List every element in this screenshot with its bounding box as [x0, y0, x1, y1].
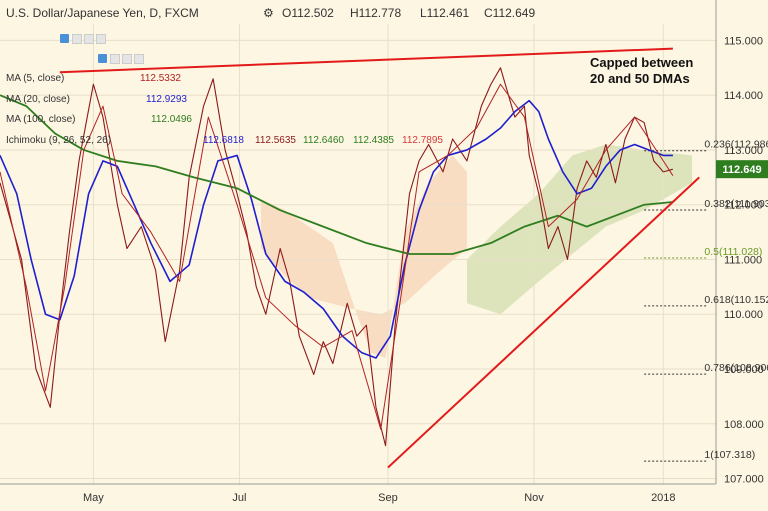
ohlc-close: C112.649 [484, 6, 536, 20]
y-tick-label: 115.000 [724, 35, 763, 47]
ma20-label[interactable]: MA (20, close) [6, 94, 70, 105]
x-tick-label: May [83, 492, 104, 504]
ichimoku-label[interactable]: Ichimoku (9, 26, 52, 26) [6, 135, 112, 146]
ichimoku-v1: 112.6818 [203, 135, 244, 146]
y-tick-label: 108.000 [724, 419, 764, 431]
ichimoku-v5: 112.7895 [402, 135, 443, 146]
y-tick-label: 112.000 [724, 200, 763, 212]
settings-icon[interactable] [72, 34, 82, 44]
annotation-line-2: 20 and 50 DMAs [590, 71, 690, 86]
ichimoku-v2: 112.5635 [255, 135, 296, 146]
y-tick-label: 107.000 [724, 474, 764, 486]
fib-level-label: 0.5(111.028) [704, 246, 762, 258]
ma20-series-line [0, 99, 673, 359]
fib-level-label: 0.382(111.903) [704, 198, 768, 210]
fib-level-label: 0.236(112.986) [704, 139, 768, 151]
ma100-label[interactable]: MA (100, close) [6, 114, 76, 125]
ichimoku-v4: 112.4385 [353, 135, 394, 146]
plot-area [0, 24, 716, 484]
ma100-series-line [0, 94, 673, 255]
price-marker [716, 160, 768, 179]
x-tick-label: Jul [232, 492, 246, 504]
close-icon[interactable] [134, 54, 144, 64]
resistance-trendline [59, 47, 673, 74]
y-tick-label: 109.000 [724, 364, 764, 376]
settings-icon[interactable]: ⚙ [263, 6, 274, 20]
fib-level-label: 1(107.318) [704, 449, 755, 461]
symbol-title: U.S. Dollar/Japanese Yen, D, FXCM [6, 6, 199, 20]
x-tick-label: Nov [524, 492, 544, 504]
price-series-line [0, 67, 674, 447]
y-tick-label: 114.000 [724, 90, 763, 102]
ichimoku-cloud [261, 155, 467, 359]
y-tick-label: 111.000 [724, 254, 762, 266]
ohlc-high: H112.778 [350, 6, 402, 20]
add-icon[interactable] [84, 34, 94, 44]
ma5-label[interactable]: MA (5, close) [6, 73, 65, 84]
ma20-value: 112.9293 [146, 94, 187, 105]
price-marker-label: 112.649 [722, 164, 761, 176]
fib-level-label: 0.786(108.906) [704, 362, 768, 374]
ma100-value: 112.0496 [151, 114, 192, 125]
fib-level-label: 0.618(110.152) [704, 294, 768, 306]
annotation-line-1: Capped between [590, 55, 694, 70]
chart-header: U.S. Dollar/Japanese Yen, D, FXCM ⚙ O112… [0, 0, 716, 24]
ma5-series-line [0, 83, 674, 430]
x-tick-label: Sep [378, 492, 398, 504]
ohlc-low: L112.461 [420, 6, 470, 20]
annotation-text: Capped between 20 and 50 DMAs [590, 55, 712, 87]
ichimoku-cloud [466, 144, 693, 315]
ma5-value: 112.5332 [140, 73, 181, 84]
close-icon[interactable] [96, 34, 106, 44]
add-icon[interactable] [122, 54, 132, 64]
ichimoku-v3: 112.6460 [303, 135, 344, 146]
support-trendline [387, 176, 700, 469]
y-tick-label: 113.000 [724, 145, 763, 157]
settings-icon[interactable] [110, 54, 120, 64]
x-tick-label: 2018 [651, 492, 675, 504]
eye-icon[interactable] [98, 54, 107, 63]
y-tick-label: 110.000 [724, 309, 763, 321]
eye-icon[interactable] [60, 34, 69, 43]
ohlc-open: O112.502 [282, 6, 334, 20]
